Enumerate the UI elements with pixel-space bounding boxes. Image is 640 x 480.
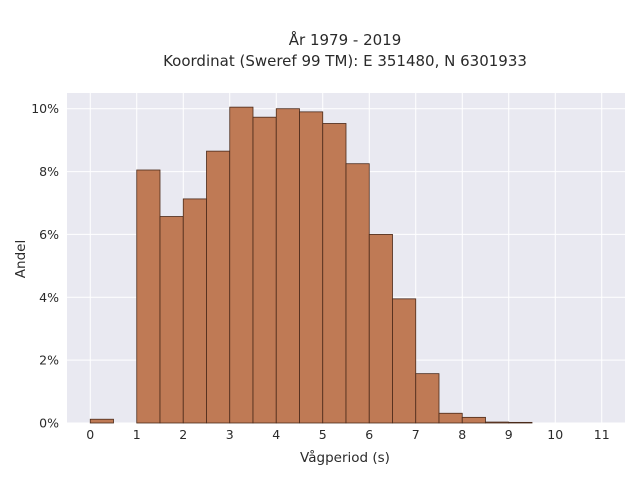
x-tick-label: 9 — [505, 427, 513, 442]
histogram-bar — [182, 198, 207, 424]
histogram-bar — [159, 216, 184, 424]
histogram-bar — [299, 111, 324, 424]
x-axis-label: Vågperiod (s) — [300, 449, 390, 466]
x-tick-label: 8 — [458, 427, 466, 442]
histogram-bar — [508, 421, 533, 424]
histogram-bar — [252, 116, 277, 424]
histogram-bar — [275, 108, 300, 424]
histogram-bar — [392, 298, 417, 424]
chart-title-line1: År 1979 - 2019 — [289, 30, 402, 49]
y-tick-label: 6% — [39, 227, 59, 242]
histogram-bar — [368, 234, 393, 424]
x-tick-label: 5 — [319, 427, 327, 442]
x-tick-label: 0 — [86, 427, 94, 442]
x-tick-label: 1 — [133, 427, 141, 442]
bars — [89, 106, 533, 424]
histogram-bar — [206, 150, 231, 424]
y-tick-labels: 0% 2% 4% 6% 8% 10% — [31, 101, 59, 430]
x-tick-label: 7 — [412, 427, 420, 442]
y-axis-label: Andel — [13, 240, 29, 278]
histogram-bar — [136, 169, 161, 424]
histogram-bar — [485, 421, 510, 424]
x-tick-label: 2 — [179, 427, 187, 442]
y-tick-label: 2% — [39, 353, 59, 368]
histogram-bar — [322, 123, 347, 424]
histogram-bar — [415, 373, 440, 424]
x-tick-label: 11 — [594, 427, 610, 442]
y-tick-label: 4% — [39, 290, 59, 305]
chart-title-line2: Koordinat (Sweref 99 TM): E 351480, N 63… — [163, 52, 527, 70]
y-tick-label: 0% — [39, 416, 59, 431]
histogram-bar — [438, 412, 463, 424]
y-tick-label: 10% — [31, 101, 59, 116]
x-tick-label: 10 — [547, 427, 563, 442]
histogram-bar — [461, 416, 486, 424]
x-tick-label: 3 — [226, 427, 234, 442]
x-tick-labels: 0 1 2 3 4 5 6 7 8 9 10 11 — [86, 427, 609, 442]
x-tick-label: 4 — [272, 427, 280, 442]
histogram-bar — [89, 418, 114, 424]
y-tick-label: 8% — [39, 164, 59, 179]
x-tick-label: 6 — [365, 427, 373, 442]
histogram-bar — [345, 163, 370, 424]
histogram-bar — [229, 106, 254, 424]
